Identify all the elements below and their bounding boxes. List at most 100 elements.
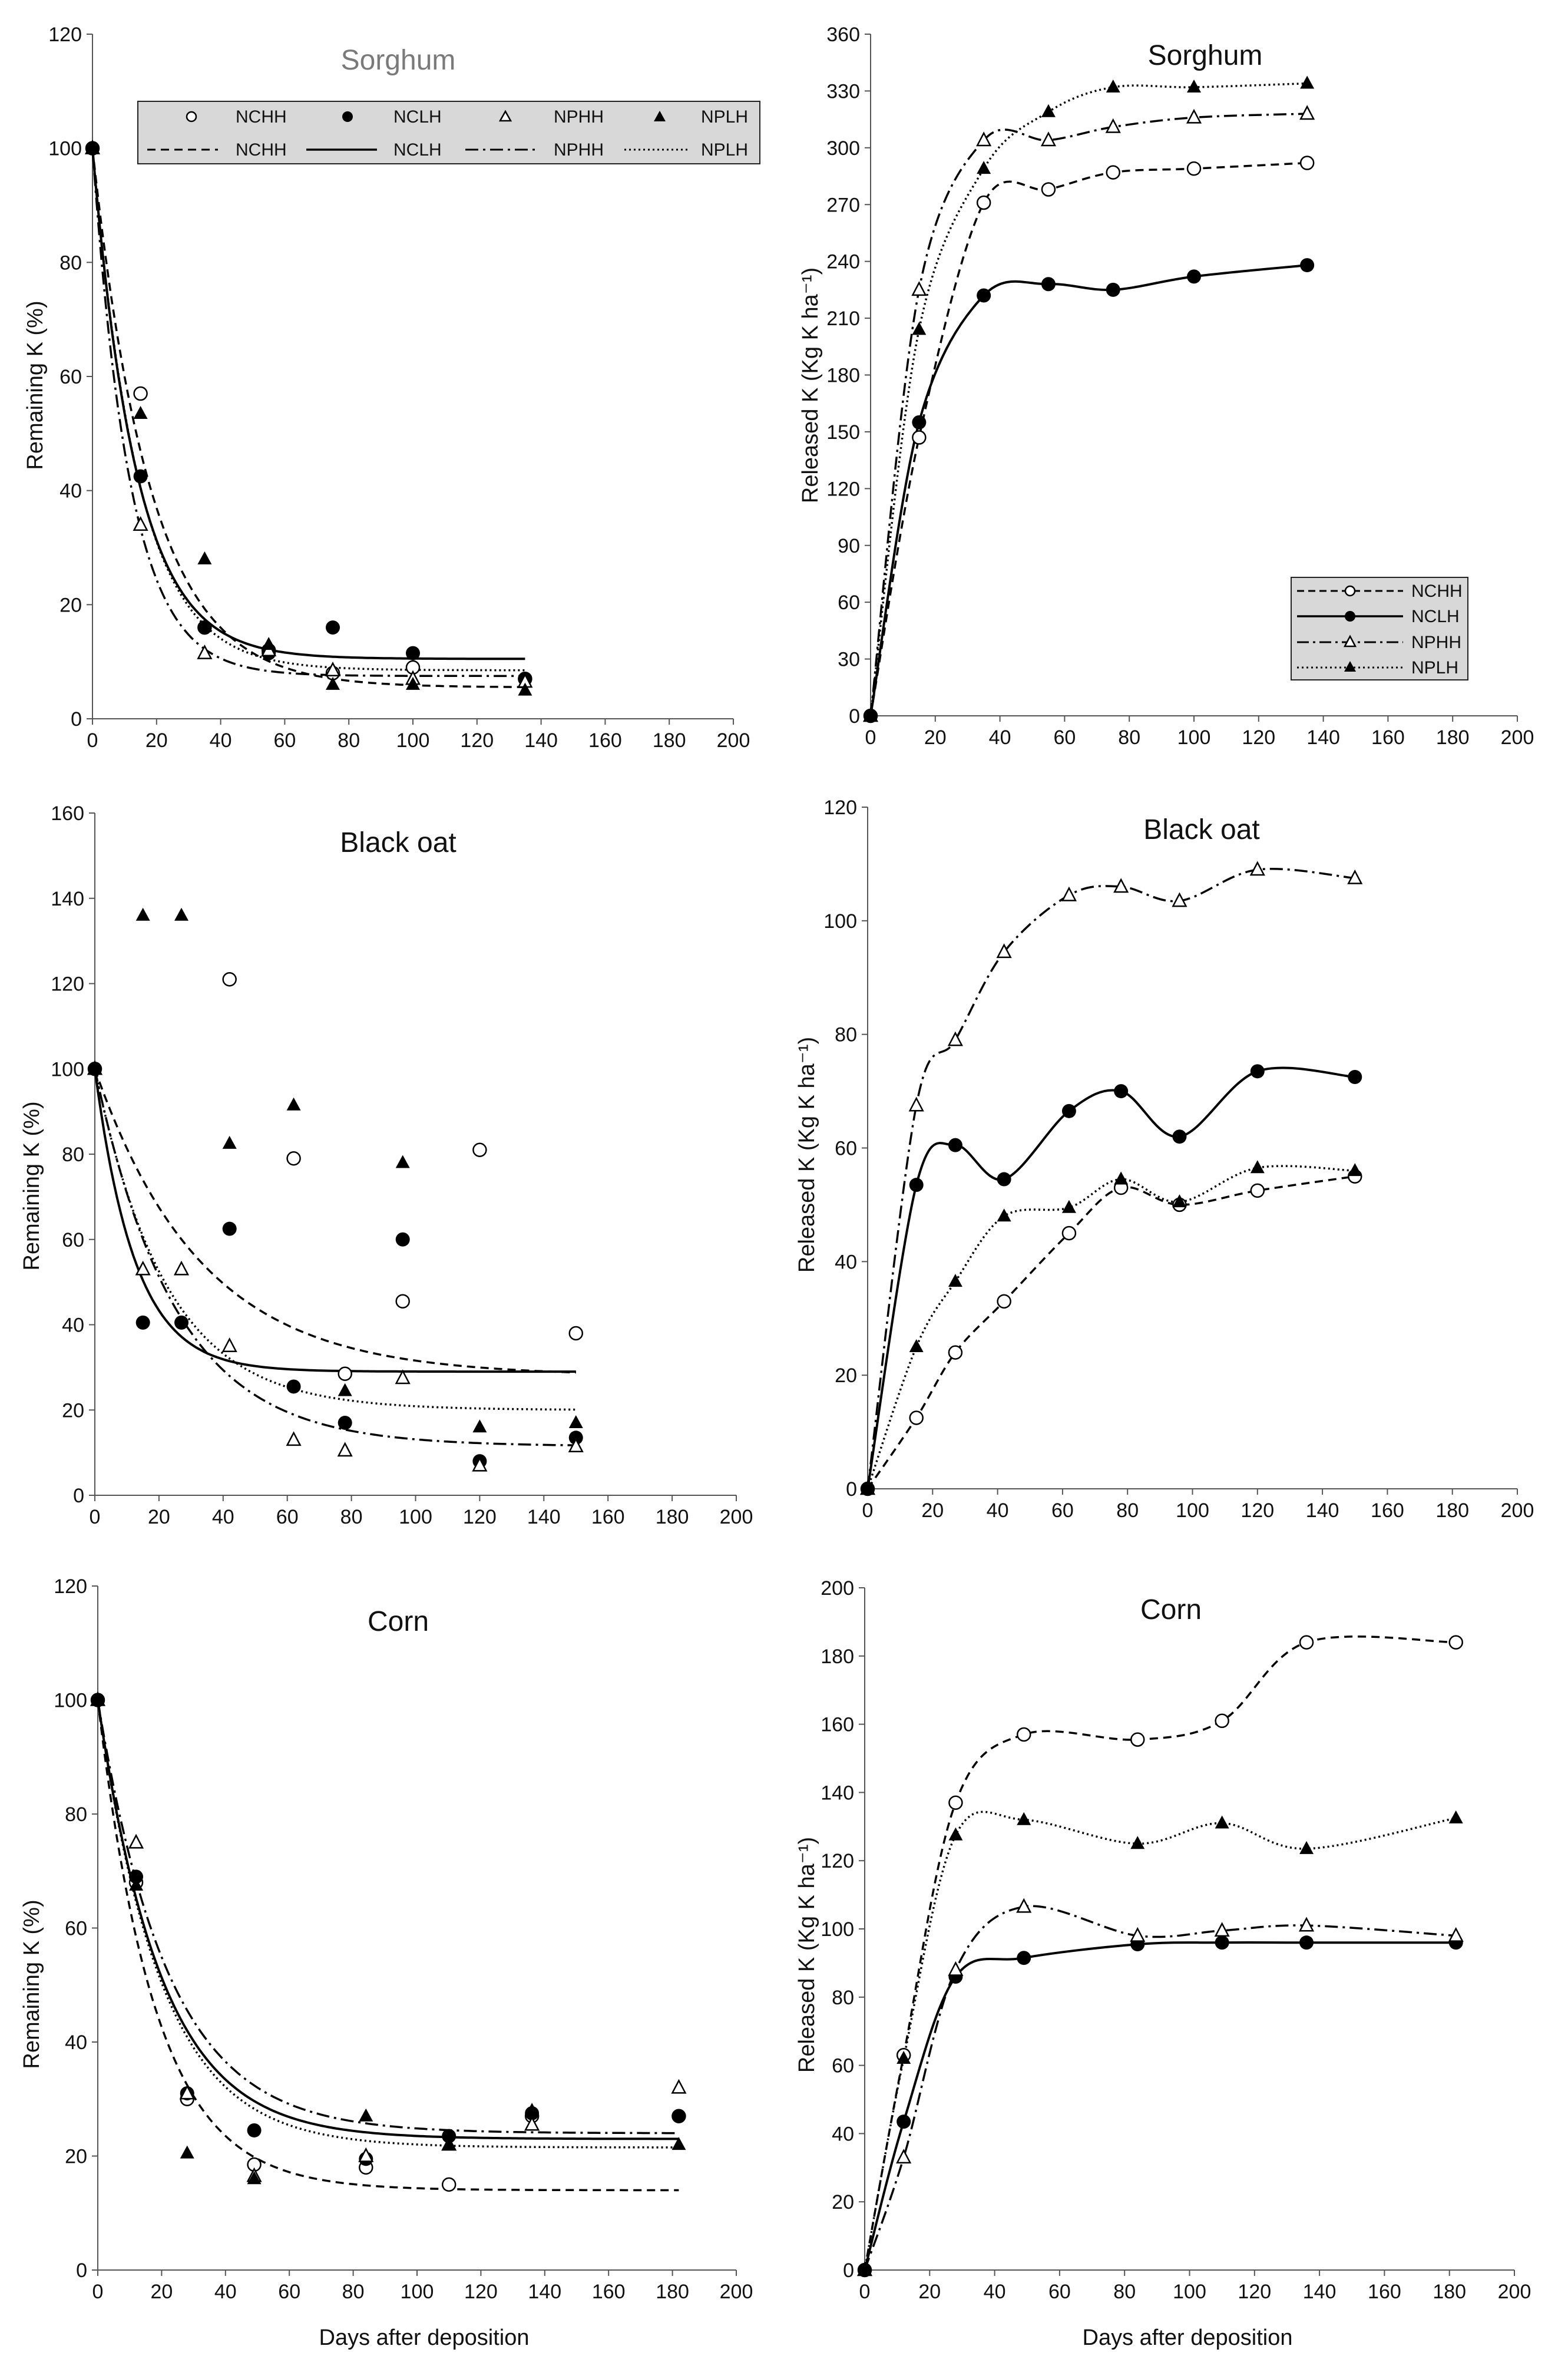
x-tick-label: 200 [717,729,750,752]
data-point [976,131,992,147]
data-point [897,2114,911,2129]
series-points-nplh [861,1160,1362,1494]
data-point [948,1274,962,1287]
data-point [1299,156,1315,170]
legend-label: NCHH [1411,582,1463,601]
x-tick-label: 20 [924,726,947,749]
data-point [128,1833,144,1849]
data-point [1448,1927,1464,1942]
y-tick-label: 240 [826,251,860,273]
data-point [1130,1836,1145,1849]
data-point [135,1260,151,1276]
data-point [1106,282,1120,297]
data-point [133,516,148,531]
y-tick-label: 100 [48,138,82,160]
data-point [197,620,212,635]
y-tick-label: 160 [51,802,84,825]
data-point [441,2177,456,2192]
data-point [908,1096,924,1112]
data-point [1348,1163,1362,1177]
series-lines [94,1068,576,1446]
y-tick-label: 200 [821,1577,854,1600]
legend: NCHH NCLH NPHH NPLH [1291,577,1468,680]
data-point [1215,1815,1229,1829]
y-tick-label: 40 [65,2031,87,2054]
y-tick-label: 80 [832,1987,854,2009]
series-points-nplh [858,1810,1463,2275]
data-point [222,1221,237,1236]
legend-entry: NCLH [1297,607,1460,626]
y-tick-label: 140 [821,1782,854,1804]
x-tick-label: 20 [145,729,168,752]
chart-title: Sorghum [1148,40,1263,71]
data-point [897,2051,911,2064]
plot-area: 0 20 40 60 80 100 120 0 20 40 60 80 100 120 140 160 180 2… [48,24,750,752]
data-point [1041,182,1056,197]
data-point [247,2171,262,2185]
series-line-nphh [869,113,1308,716]
data-point [472,1142,487,1158]
x-tick-label: 60 [276,1506,299,1528]
y-tick-label: 210 [826,308,860,330]
data-point [909,1178,924,1192]
x-tick-label: 100 [1173,2281,1206,2303]
data-point [912,322,927,335]
data-point [395,1369,411,1385]
x-tick-label: 100 [399,1506,432,1528]
data-point [1214,1922,1230,1937]
data-point [568,1415,583,1428]
data-point [671,2079,687,2094]
data-point [338,1366,352,1381]
data-point [406,646,420,660]
data-point [1172,1129,1187,1144]
x-tick-label: 120 [1238,2281,1271,2303]
y-tick-label: 120 [51,973,84,996]
x-tick-label: 40 [210,729,232,752]
sorghum-remaining-panel: 0 20 40 60 80 100 120 0 20 40 60 80 100 120 140 160 180 2… [23,24,760,752]
x-tick-label: 140 [527,1506,561,1528]
data-point [1105,118,1121,133]
x-tick-label: 140 [1306,726,1340,749]
legend-label: NCLH [393,107,442,127]
data-point [395,1232,410,1247]
data-point [91,1692,105,1706]
data-point [221,1337,237,1352]
data-point [948,1795,963,1810]
data-point [1215,1713,1229,1729]
legend-label: NPLH [701,140,748,160]
data-point [568,1326,583,1341]
data-point [1215,1935,1229,1950]
data-point [472,1456,488,1472]
x-tick-label: 140 [1306,1499,1339,1522]
data-point [976,195,991,210]
data-point [1130,1732,1145,1747]
series-line-nplh [864,1810,1457,2271]
data-point [518,682,532,696]
data-point [911,281,927,296]
data-point [1016,1898,1032,1913]
data-point [197,551,212,564]
x-tick-label: 0 [865,726,876,749]
x-tick-label: 20 [921,1499,944,1522]
series-line-nclh [91,148,525,660]
series-line-nplh [97,1700,679,2149]
data-point [1172,892,1187,907]
data-point [525,2103,540,2116]
y-axis-label: Remaining K (%) [19,1101,44,1270]
x-tick-label: 60 [278,2281,300,2303]
data-point [1041,104,1056,117]
legend-marker-entry: NCHH [186,107,287,127]
data-point [671,2137,686,2150]
legend-entry: NPLH [1297,658,1458,678]
data-point [358,2147,374,2162]
legend-marker-triangle-filled [1344,661,1356,672]
x-tick-label: 80 [1113,2281,1136,2303]
data-point [286,1151,301,1166]
data-point [338,1383,352,1396]
x-tick-label: 100 [1177,726,1211,749]
data-point [948,1138,962,1152]
x-tick-label: 140 [1303,2281,1337,2303]
x-tick-label: 180 [1435,1499,1469,1522]
x-tick-label: 0 [859,2281,871,2303]
